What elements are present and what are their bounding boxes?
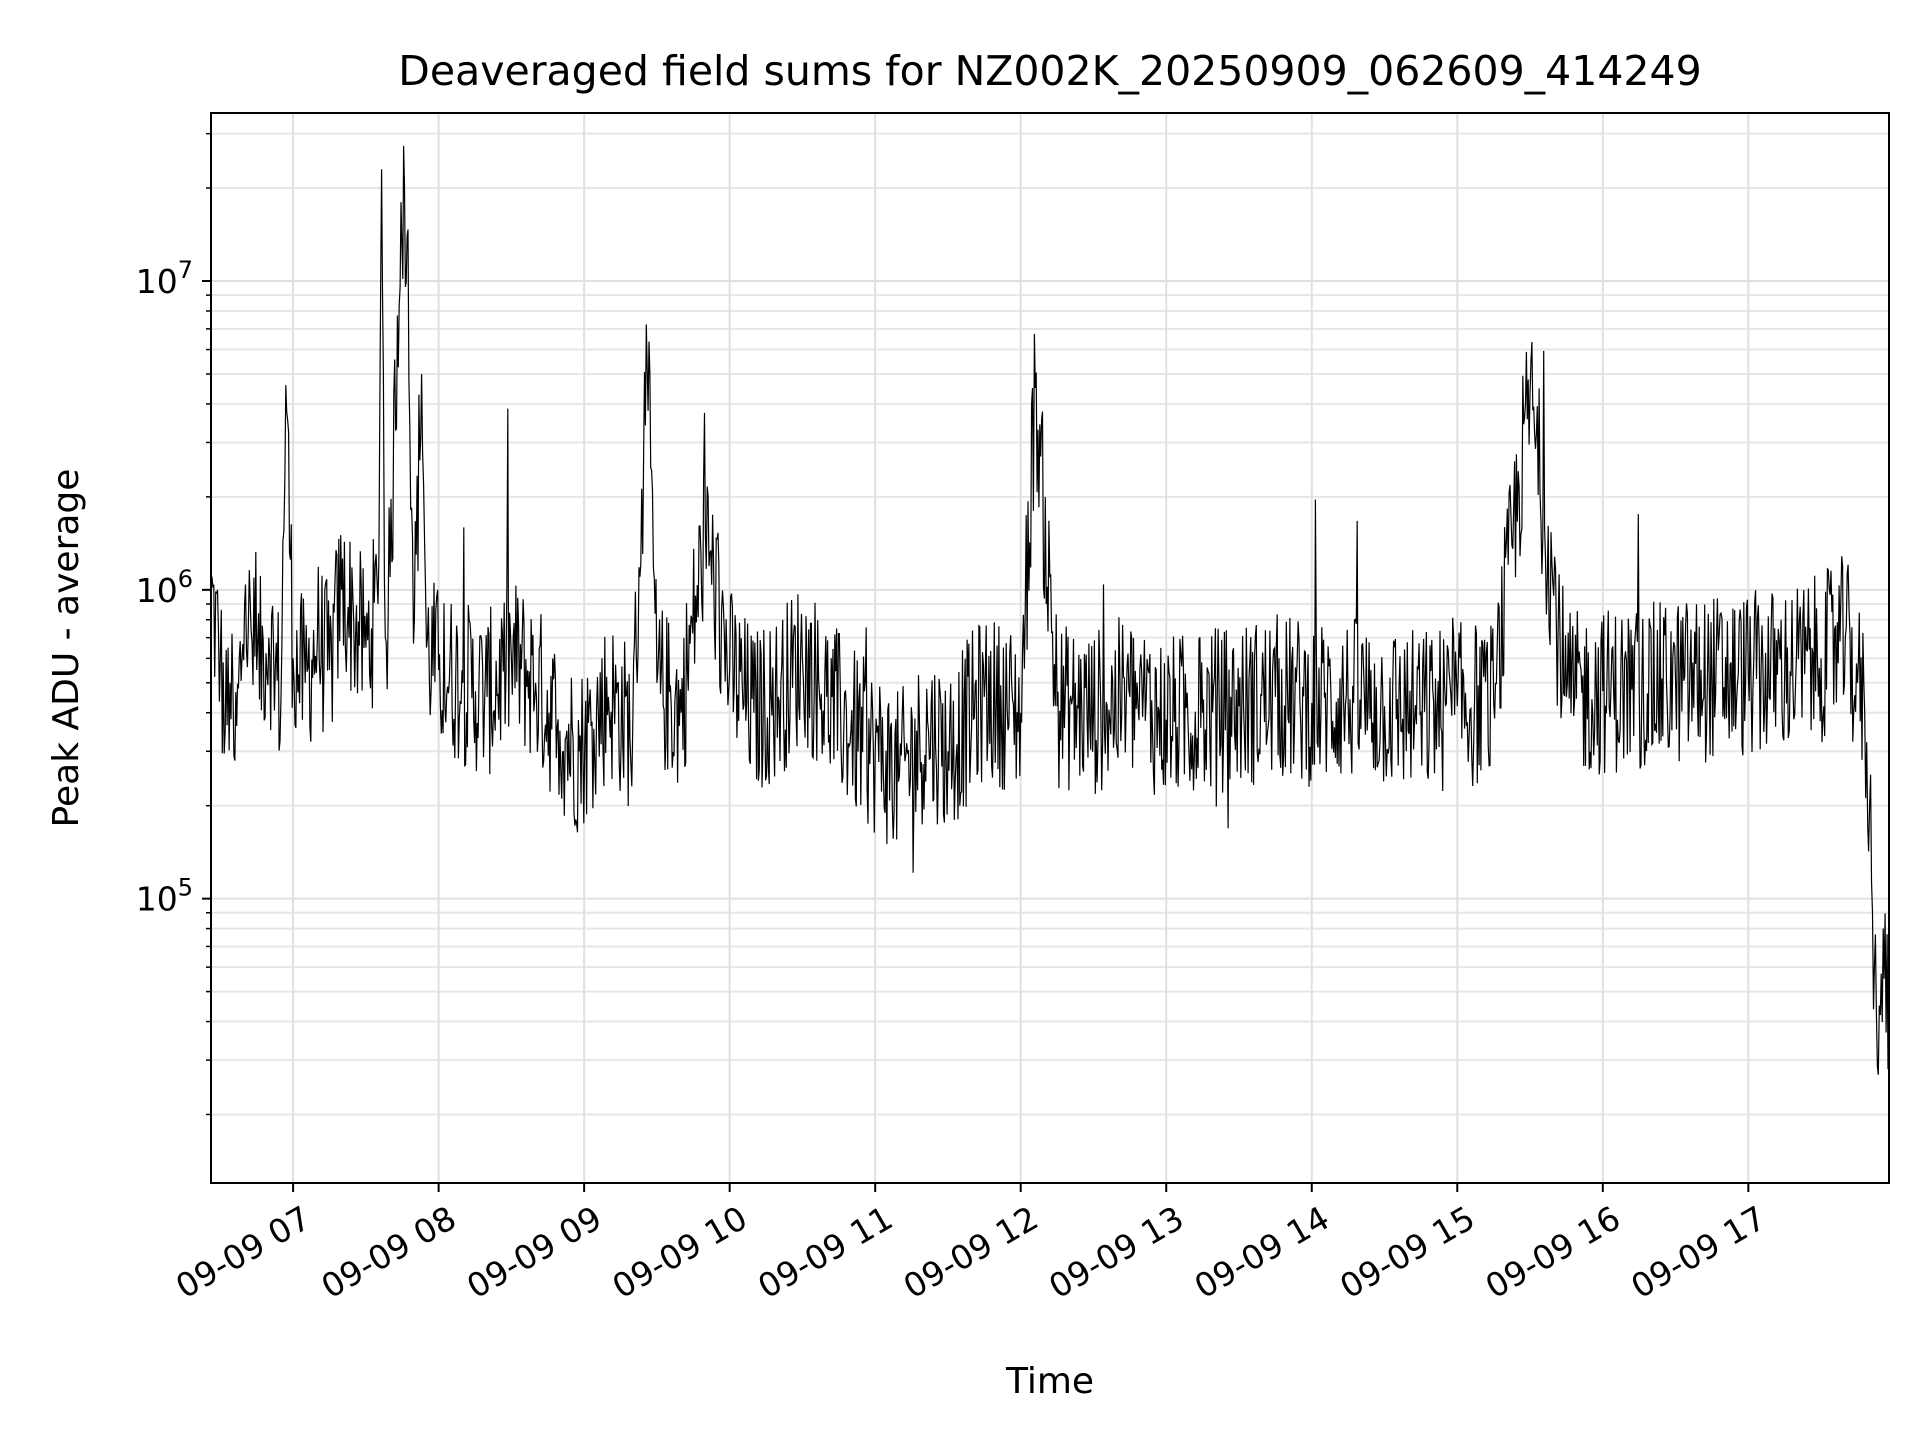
chart-title: Deaveraged field sums for NZ002K_2025090… — [398, 47, 1701, 95]
x-axis-label: Time — [1005, 1361, 1094, 1402]
plot-area-frame — [210, 112, 1890, 1184]
y-axis-label: Peak ADU - average — [46, 469, 87, 828]
series-layer — [210, 145, 1890, 1075]
y-tick-label: 106 — [136, 565, 193, 610]
y-tick-label: 107 — [136, 256, 193, 301]
y-tick-label: 105 — [136, 874, 193, 919]
series-line — [210, 145, 1890, 1075]
